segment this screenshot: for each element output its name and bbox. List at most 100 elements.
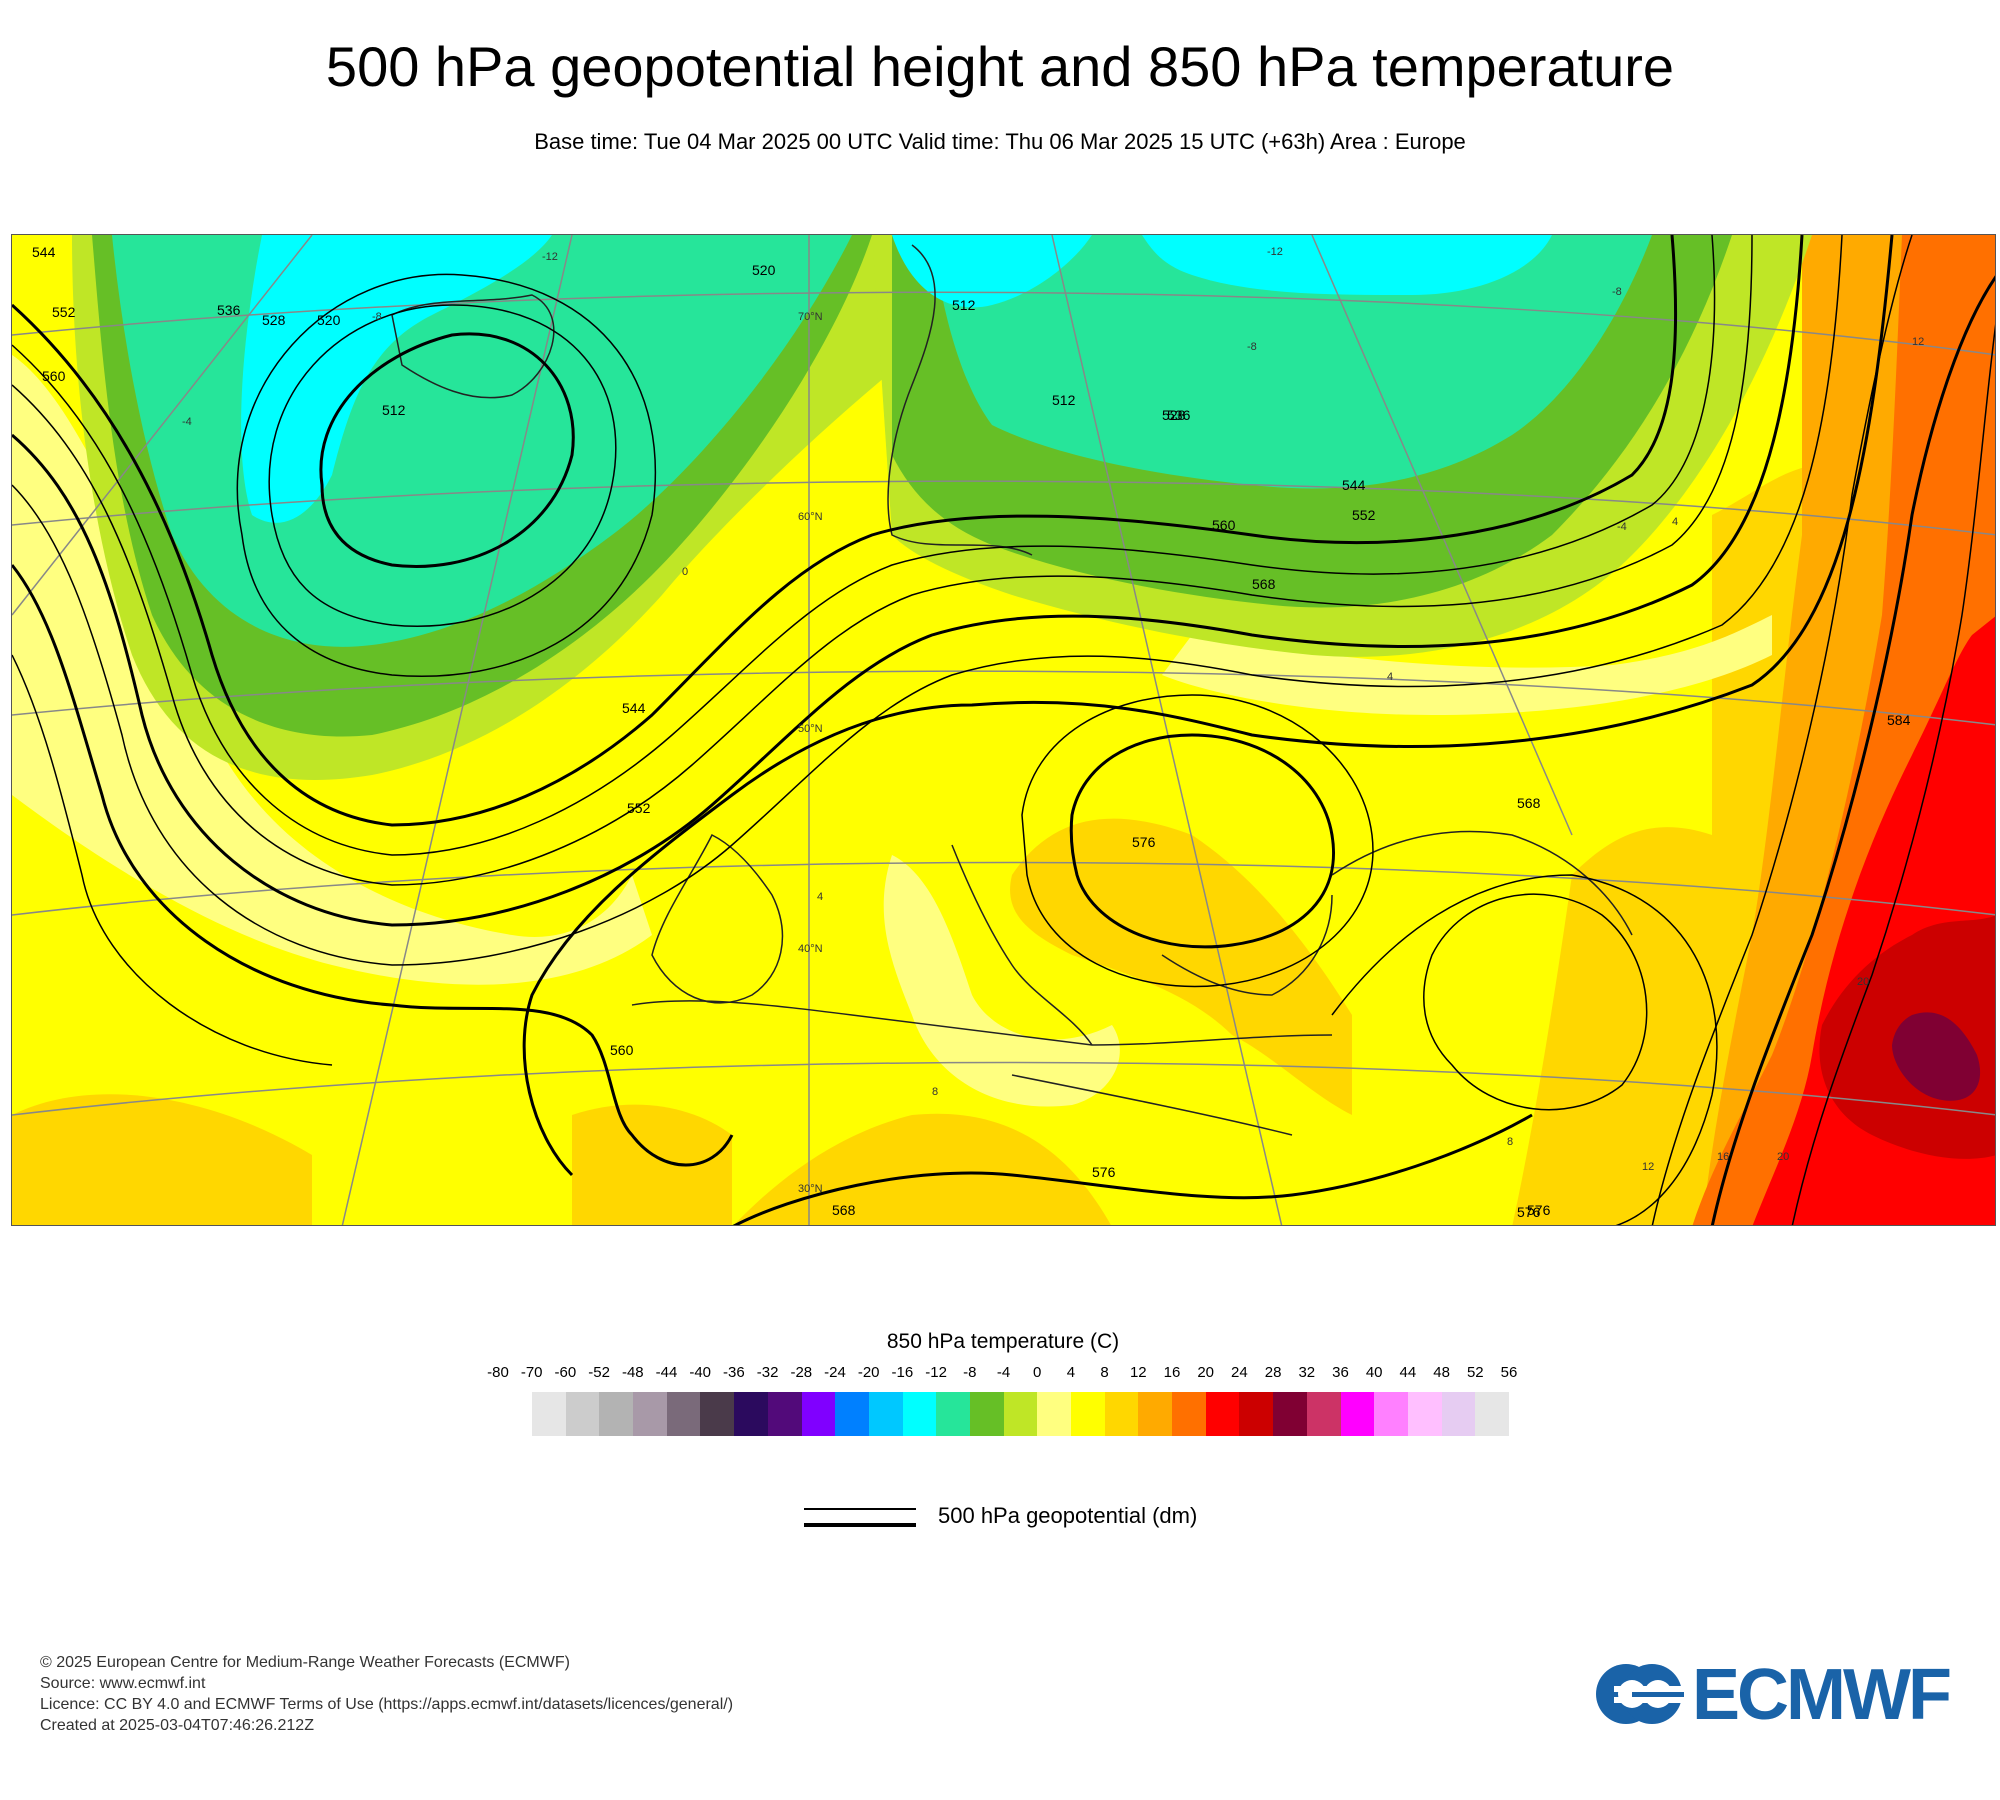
contour-labels: 544 552 560 512 520 528 536 512 520 512 … bbox=[32, 244, 1911, 1220]
temperature-fill-minus12 bbox=[241, 235, 1552, 523]
colorbar-tick-label: 12 bbox=[1129, 1364, 1147, 1381]
colorbar-swatch bbox=[565, 1392, 600, 1436]
contour-label: 544 bbox=[622, 700, 646, 716]
colorbar bbox=[532, 1392, 1509, 1436]
colorbar-tick-label: -16 bbox=[891, 1364, 914, 1381]
colorbar-swatch bbox=[1273, 1392, 1307, 1436]
temperature-label: 8 bbox=[932, 1086, 938, 1098]
contour-label: 576 bbox=[1132, 834, 1156, 850]
ecmwf-logo: ECMWF bbox=[1594, 1655, 1968, 1735]
colorbar-tick-label: -60 bbox=[554, 1364, 577, 1381]
temperature-label: 8 bbox=[1507, 1136, 1513, 1148]
latitude-label: 40°N bbox=[798, 943, 823, 955]
colorbar-tick-label: 52 bbox=[1466, 1364, 1484, 1381]
colorbar-swatch bbox=[1071, 1392, 1105, 1436]
temperature-label: 12 bbox=[1912, 336, 1924, 348]
colorbar-tick-label: 16 bbox=[1163, 1364, 1181, 1381]
colorbar-tick-label: -12 bbox=[925, 1364, 947, 1381]
contour-label: 512 bbox=[382, 402, 406, 418]
latitude-label: 50°N bbox=[798, 723, 823, 735]
colorbar-tick-label: 4 bbox=[1066, 1364, 1076, 1381]
colorbar-swatch bbox=[532, 1392, 566, 1436]
temperature-label: 16 bbox=[1717, 1151, 1729, 1163]
ecmwf-logo-icon bbox=[1596, 1664, 1684, 1724]
temperature-label: 20 bbox=[1777, 1151, 1789, 1163]
created-line: Created at 2025-03-04T07:46:26.212Z bbox=[40, 1717, 314, 1734]
colorbar-tick-label: -36 bbox=[723, 1364, 745, 1381]
colorbar-tick-label: -24 bbox=[824, 1364, 846, 1381]
colorbar-swatch bbox=[868, 1392, 903, 1436]
temperature-label: -12 bbox=[1267, 246, 1283, 258]
colorbar-swatch bbox=[1306, 1392, 1341, 1436]
temperature-label: -8 bbox=[1247, 341, 1257, 353]
chart-subtitle: Base time: Tue 04 Mar 2025 00 UTC Valid … bbox=[534, 129, 1466, 154]
colorbar-tick-label: 28 bbox=[1264, 1364, 1282, 1381]
contour-label: 536 bbox=[217, 302, 241, 318]
colorbar-tick-label: -44 bbox=[655, 1364, 678, 1381]
colorbar-tick-label: 24 bbox=[1231, 1364, 1248, 1381]
colorbar-swatch bbox=[1374, 1392, 1408, 1436]
colorbar-tick-label: 0 bbox=[1033, 1364, 1042, 1381]
colorbar-tick-label: 8 bbox=[1100, 1364, 1109, 1381]
colorbar-swatch bbox=[1475, 1392, 1509, 1436]
footer: © 2025 European Centre for Medium-Range … bbox=[40, 1652, 733, 1736]
graticule bbox=[12, 235, 1995, 1225]
colorbar-swatch bbox=[1037, 1392, 1071, 1436]
temperature-label: -8 bbox=[372, 311, 382, 323]
colorbar-tick-label: 44 bbox=[1399, 1364, 1417, 1381]
contour-label: 520 bbox=[752, 262, 776, 278]
contour-label: 584 bbox=[1887, 712, 1911, 728]
colorbar-tick-label: 36 bbox=[1332, 1364, 1349, 1381]
colorbar-tick-label: -48 bbox=[621, 1364, 644, 1381]
contour-label: 528 bbox=[262, 312, 286, 328]
colorbar-tick-label: -32 bbox=[756, 1364, 779, 1381]
contour-label: 560 bbox=[1212, 517, 1236, 533]
colorbar-tick-label: 32 bbox=[1298, 1364, 1316, 1381]
colorbar-swatch bbox=[1003, 1392, 1038, 1436]
temperature-label: 4 bbox=[1387, 671, 1393, 683]
contour-label: 528 bbox=[1162, 407, 1186, 423]
contour-label: 512 bbox=[1052, 392, 1076, 408]
temperature-label: 4 bbox=[1672, 516, 1678, 528]
colorbar-swatch bbox=[1205, 1392, 1240, 1436]
contour-label: 568 bbox=[1517, 795, 1541, 811]
contour-label: 560 bbox=[42, 368, 66, 384]
colorbar-tick-label: -70 bbox=[520, 1364, 543, 1381]
colorbar-swatch bbox=[1138, 1392, 1173, 1436]
colorbar-swatch bbox=[734, 1392, 768, 1436]
colorbar-swatch bbox=[969, 1392, 1004, 1436]
colorbar-swatch bbox=[1172, 1392, 1206, 1436]
contour-label: 576 bbox=[1527, 1202, 1551, 1218]
geopotential-legend-label: 500 hPa geopotential (dm) bbox=[938, 1503, 1198, 1528]
temperature-label: -4 bbox=[1617, 521, 1627, 533]
colorbar-tick-label: -40 bbox=[689, 1364, 712, 1381]
colorbar-tick-label: 40 bbox=[1365, 1364, 1383, 1381]
weather-map[interactable]: 544 552 560 512 520 528 536 512 520 512 … bbox=[11, 234, 1996, 1226]
contour-label: 576 bbox=[1517, 1204, 1541, 1220]
contour-label: 544 bbox=[1342, 477, 1366, 493]
latitude-label: 70°N bbox=[798, 311, 823, 323]
contour-label: 568 bbox=[1252, 576, 1276, 592]
chart-title: 500 hPa geopotential height and 850 hPa … bbox=[325, 35, 1675, 98]
colorbar-swatch bbox=[1239, 1392, 1274, 1436]
contour-label: 576 bbox=[1092, 1164, 1116, 1180]
temperature-label: -4 bbox=[182, 416, 192, 428]
colorbar-swatch bbox=[1104, 1392, 1139, 1436]
colorbar-tick-label: -28 bbox=[790, 1364, 813, 1381]
temperature-labels: -12 -12 -8 -8 -8 -4 -4 0 4 4 4 8 8 12 12… bbox=[182, 246, 1924, 1173]
contour-label: 520 bbox=[317, 312, 341, 328]
contour-label: 544 bbox=[32, 244, 56, 260]
colorbar-swatch bbox=[835, 1392, 869, 1436]
colorbar-tick-label: -52 bbox=[588, 1364, 610, 1381]
colorbar-tick-label: -4 bbox=[996, 1364, 1011, 1381]
colorbar-swatch bbox=[1407, 1392, 1442, 1436]
latitude-label: 30°N bbox=[798, 1183, 823, 1195]
colorbar-tick-label: 20 bbox=[1197, 1364, 1215, 1381]
colorbar-swatch bbox=[902, 1392, 937, 1436]
temperature-label: -8 bbox=[1612, 286, 1622, 298]
colorbar-swatch bbox=[666, 1392, 701, 1436]
colorbar-tick-label: -20 bbox=[857, 1364, 880, 1381]
legend-thin-line bbox=[804, 1508, 916, 1510]
latitude-labels: 70°N 60°N 50°N 40°N 30°N bbox=[798, 311, 823, 1195]
colorbar-swatch bbox=[633, 1392, 667, 1436]
